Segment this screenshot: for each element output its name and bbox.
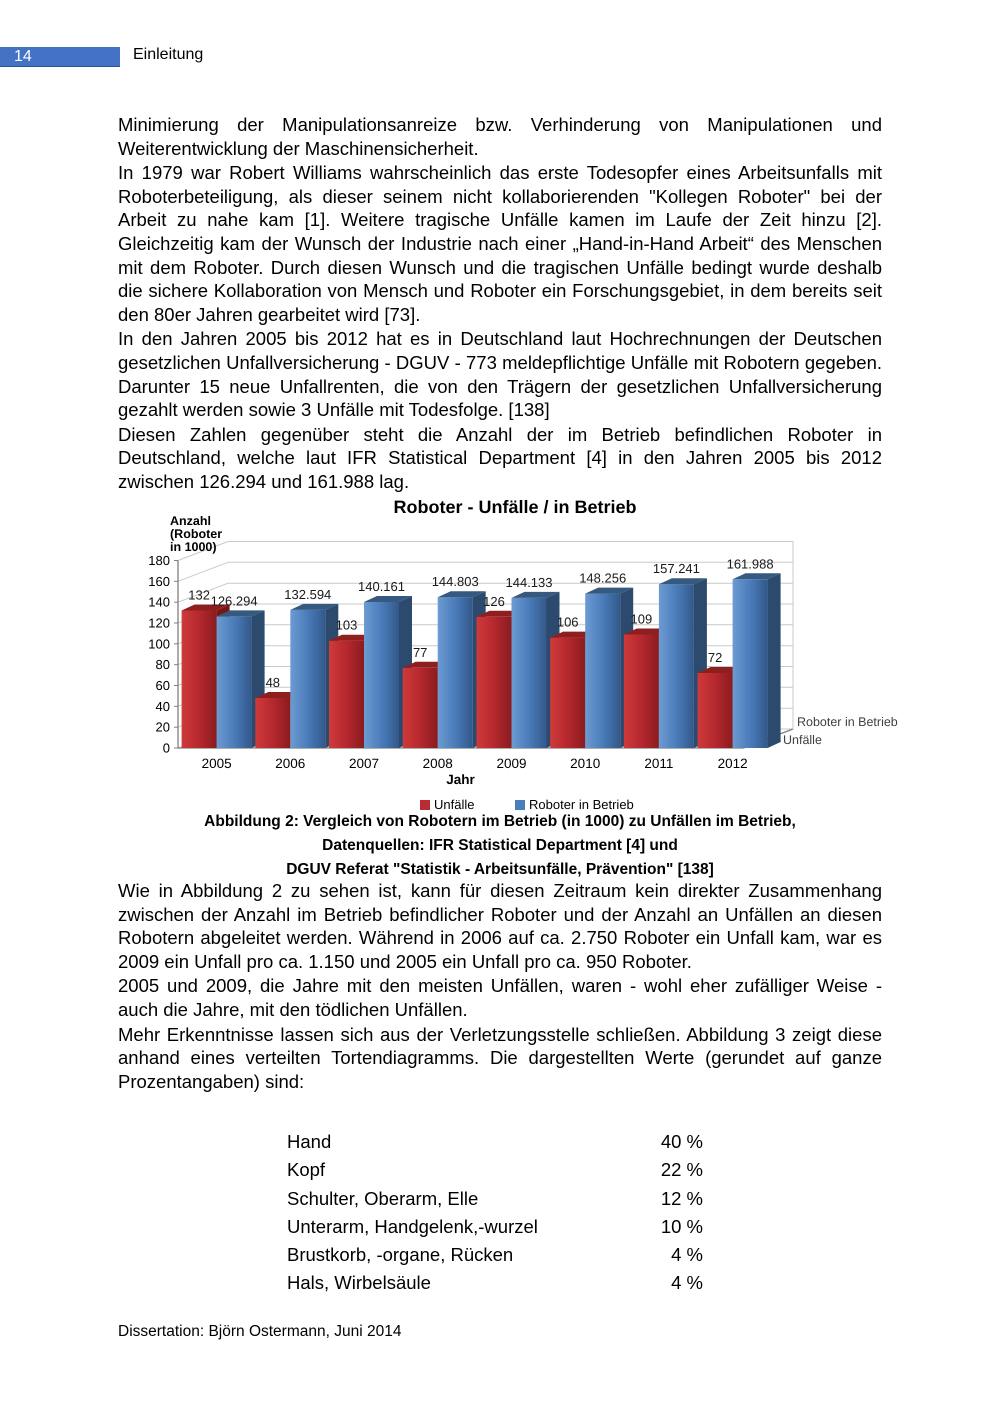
svg-text:126: 126 (483, 594, 505, 609)
svg-text:Jahr: Jahr (446, 772, 475, 787)
svg-text:Roboter in Betrieb: Roboter in Betrieb (797, 715, 898, 729)
svg-text:0: 0 (163, 741, 170, 756)
svg-text:109: 109 (631, 612, 653, 627)
svg-text:2005: 2005 (202, 756, 232, 771)
svg-text:20: 20 (156, 720, 170, 735)
svg-text:161.988: 161.988 (727, 556, 774, 571)
svg-text:48: 48 (266, 675, 280, 690)
svg-text:144.803: 144.803 (432, 574, 479, 589)
svg-text:40: 40 (156, 699, 170, 714)
svg-text:160: 160 (148, 574, 170, 589)
svg-text:Unfälle: Unfälle (783, 733, 822, 747)
svg-text:Roboter - Unfälle / in Betrieb: Roboter - Unfälle / in Betrieb (393, 497, 636, 517)
svg-text:100: 100 (148, 636, 170, 651)
svg-text:157.241: 157.241 (653, 561, 700, 576)
svg-text:132: 132 (188, 588, 210, 603)
svg-text:103: 103 (336, 618, 358, 633)
svg-text:2009: 2009 (496, 756, 526, 771)
svg-text:2012: 2012 (718, 756, 748, 771)
svg-text:132.594: 132.594 (284, 587, 331, 602)
svg-text:2007: 2007 (349, 756, 379, 771)
svg-text:2011: 2011 (644, 756, 673, 771)
svg-text:60: 60 (156, 678, 170, 693)
svg-text:Anzahl: Anzahl (170, 514, 211, 528)
svg-text:140: 140 (148, 595, 170, 610)
svg-text:106: 106 (557, 615, 579, 630)
svg-text:2010: 2010 (570, 756, 600, 771)
svg-text:2008: 2008 (423, 756, 453, 771)
svg-text:72: 72 (708, 650, 722, 665)
svg-text:148.256: 148.256 (579, 571, 626, 586)
svg-text:126.294: 126.294 (211, 593, 258, 608)
svg-text:2006: 2006 (275, 756, 305, 771)
svg-text:140.161: 140.161 (358, 579, 405, 594)
svg-text:144.133: 144.133 (506, 575, 553, 590)
svg-text:(Roboter: (Roboter (170, 527, 222, 541)
svg-text:77: 77 (413, 645, 427, 660)
svg-text:80: 80 (156, 657, 170, 672)
svg-text:180: 180 (148, 553, 170, 568)
svg-text:120: 120 (148, 616, 170, 631)
svg-text:in 1000): in 1000) (170, 540, 217, 554)
